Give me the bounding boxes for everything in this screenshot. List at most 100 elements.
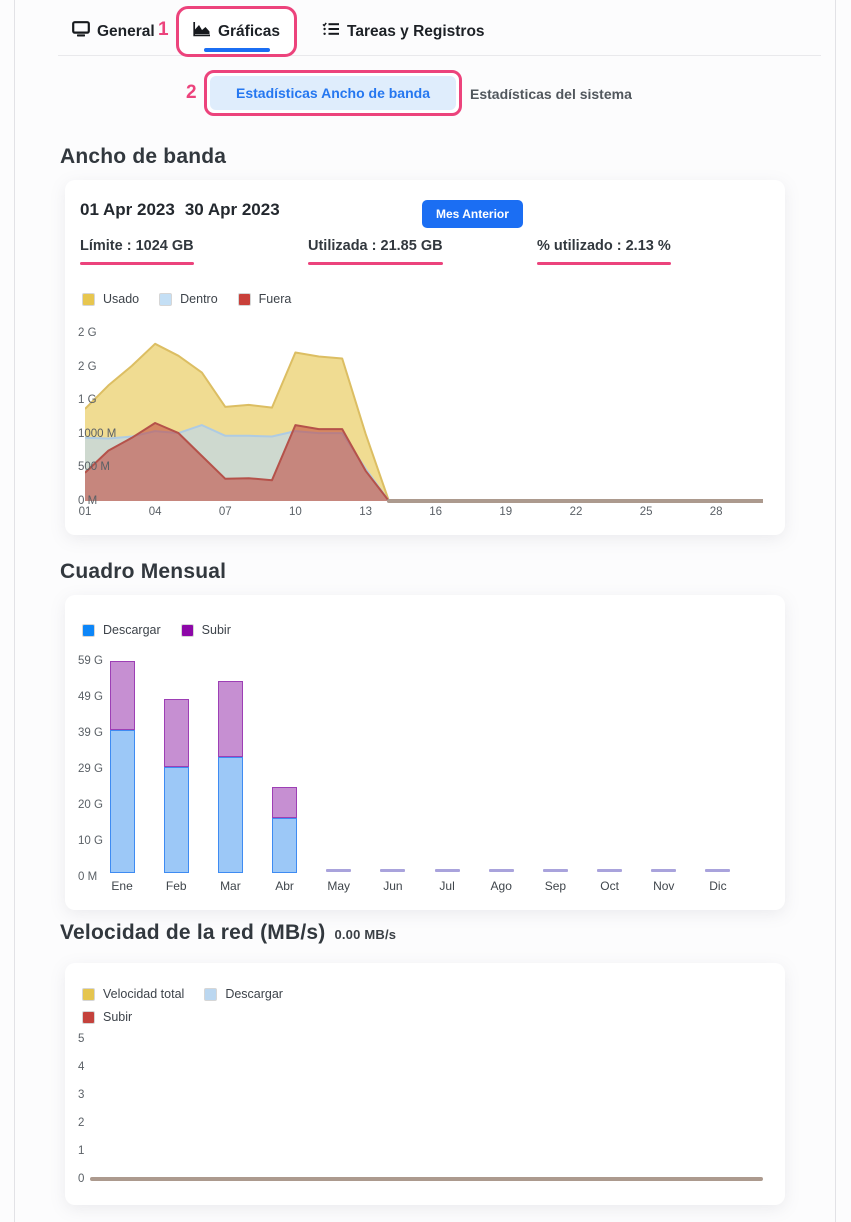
- y-tick-label: 49 G: [78, 691, 103, 703]
- bar-may[interactable]: [312, 869, 366, 873]
- bar-nov[interactable]: [637, 869, 691, 873]
- tab-general[interactable]: General: [72, 21, 155, 42]
- y-tick-label: 0 M: [78, 871, 98, 883]
- bar-jul[interactable]: [420, 869, 474, 873]
- current-speed-value: 0.00 MB/s: [334, 927, 397, 942]
- speed-title: Velocidad de la red (MB/s): [60, 921, 326, 944]
- annotation-step-1: 1: [158, 19, 169, 40]
- bar-near-zero-dash: [542, 869, 568, 872]
- bar-near-zero-dash: [597, 869, 623, 872]
- x-tick-label: Mar: [220, 879, 241, 893]
- bar-near-zero-dash: [651, 869, 677, 872]
- legend-label: Subir: [103, 1010, 133, 1024]
- y-tick-label: 5: [78, 1033, 85, 1045]
- mes-anterior-button[interactable]: Mes Anterior: [422, 200, 523, 228]
- bar-sep[interactable]: [528, 869, 582, 873]
- bar-jun[interactable]: [366, 869, 420, 873]
- section-title-ancho-de-banda: Ancho de banda: [60, 145, 227, 168]
- stat-underline: [80, 262, 194, 265]
- bar-ago[interactable]: [474, 869, 528, 873]
- y-tick-label: 20 G: [78, 799, 103, 811]
- x-tick-label: 16: [429, 506, 443, 518]
- tab-tareas-y-registros[interactable]: Tareas y Registros: [322, 21, 485, 42]
- tab-graficas-label: Gráficas: [217, 22, 281, 40]
- monitor-icon: [72, 21, 90, 42]
- bar-near-zero-dash: [705, 869, 731, 872]
- bar-near-zero-dash: [326, 869, 352, 872]
- x-tick-label: Jun: [383, 879, 403, 893]
- active-tab-underline: [203, 48, 270, 52]
- area-chart-icon: [193, 21, 211, 42]
- legend-item-subir[interactable]: Subir: [180, 623, 231, 637]
- bar-segment-descargar: [217, 756, 243, 873]
- legend-label: Usado: [103, 292, 140, 306]
- x-tick-label: 19: [499, 506, 513, 518]
- date-start: 01 Apr 2023: [80, 200, 175, 219]
- legend-swatch: [159, 292, 173, 306]
- y-tick-label: 500 M: [78, 461, 110, 474]
- legend-item-descargar[interactable]: Descargar: [82, 623, 161, 637]
- bar-mar[interactable]: [203, 681, 257, 873]
- speed-zero-line: [90, 1177, 763, 1181]
- x-tick-label: 10: [288, 506, 302, 518]
- x-tick-label: May: [327, 879, 351, 893]
- y-tick-label: 59 G: [78, 655, 103, 667]
- legend-label: Subir: [201, 623, 231, 637]
- y-tick-label: 29 G: [78, 763, 103, 775]
- speed-card: Velocidad total Descargar Subir 5 4 3 2 1 0: [65, 963, 785, 1205]
- stat-limite: Límite : 1024 GB: [80, 238, 210, 265]
- monthly-legend: Descargar Subir: [82, 623, 251, 637]
- bandwidth-chart-svg: [84, 342, 765, 503]
- legend-swatch: [82, 623, 95, 637]
- bar-segment-subir: [163, 699, 189, 768]
- legend-label: Velocidad total: [103, 987, 185, 1001]
- legend-swatch: [82, 987, 95, 1001]
- bar-segment-descargar: [272, 818, 298, 873]
- legend-swatch: [237, 292, 251, 306]
- bar-near-zero-dash: [488, 869, 514, 872]
- tab-graficas[interactable]: Gráficas: [176, 6, 297, 57]
- tab-bar-divider: [58, 55, 821, 56]
- y-tick-label: 1 G: [78, 394, 97, 407]
- stat-underline: [537, 262, 671, 265]
- x-tick-label: Nov: [653, 879, 675, 893]
- legend-item-velocidad-total[interactable]: Velocidad total: [82, 987, 184, 1001]
- y-tick-label: 10 G: [78, 835, 103, 847]
- legend-label: Descargar: [225, 987, 283, 1001]
- y-tick-label: 3: [78, 1089, 85, 1101]
- legend-label: Dentro: [180, 292, 218, 306]
- x-tick-label: Sep: [544, 879, 567, 893]
- bar-abr[interactable]: [258, 787, 312, 873]
- stat-porcentaje-utilizado: % utilizado : 2.13 %: [537, 238, 687, 265]
- section-title-cuadro-mensual: Cuadro Mensual: [60, 560, 227, 583]
- legend-swatch: [82, 1010, 95, 1024]
- x-tick-label: Dic: [709, 879, 727, 893]
- subtab-estadisticas-ancho-de-banda[interactable]: Estadísticas Ancho de banda: [204, 70, 462, 116]
- bar-oct[interactable]: [583, 869, 637, 873]
- legend-label: Fuera: [258, 292, 292, 306]
- bandwidth-chart-plot[interactable]: 01 04 07 10 13 16 19 22 25 28: [79, 332, 765, 532]
- x-tick-label: Feb: [165, 879, 187, 893]
- y-tick-label: 1: [78, 1145, 85, 1157]
- x-tick-label: 22: [569, 506, 583, 518]
- legend-item-subir[interactable]: Subir: [82, 1010, 132, 1024]
- bar-near-zero-dash: [434, 869, 460, 872]
- subtab-bandwidth-label: Estadísticas Ancho de banda: [210, 76, 456, 110]
- bar-dic[interactable]: [691, 869, 745, 873]
- legend-item-descargar[interactable]: Descargar: [204, 987, 283, 1001]
- monthly-chart-plot[interactable]: [95, 658, 745, 873]
- legend-item-usado[interactable]: Usado: [82, 292, 139, 306]
- bar-feb[interactable]: [149, 699, 203, 873]
- subtab-estadisticas-del-sistema[interactable]: Estadísticas del sistema: [470, 86, 632, 102]
- bar-segment-subir: [217, 681, 243, 757]
- tab-tareas-label: Tareas y Registros: [347, 22, 485, 40]
- legend-item-fuera[interactable]: Fuera: [237, 292, 292, 306]
- x-tick-label: 01: [78, 506, 92, 518]
- bar-ene[interactable]: [95, 660, 149, 873]
- x-tick-label: Ago: [490, 879, 512, 893]
- bar-segment-subir: [109, 660, 135, 731]
- legend-swatch: [180, 623, 194, 637]
- legend-item-dentro[interactable]: Dentro: [159, 292, 218, 306]
- date-end: 30 Apr 2023: [184, 200, 280, 219]
- x-tick-label: 28: [709, 506, 723, 518]
